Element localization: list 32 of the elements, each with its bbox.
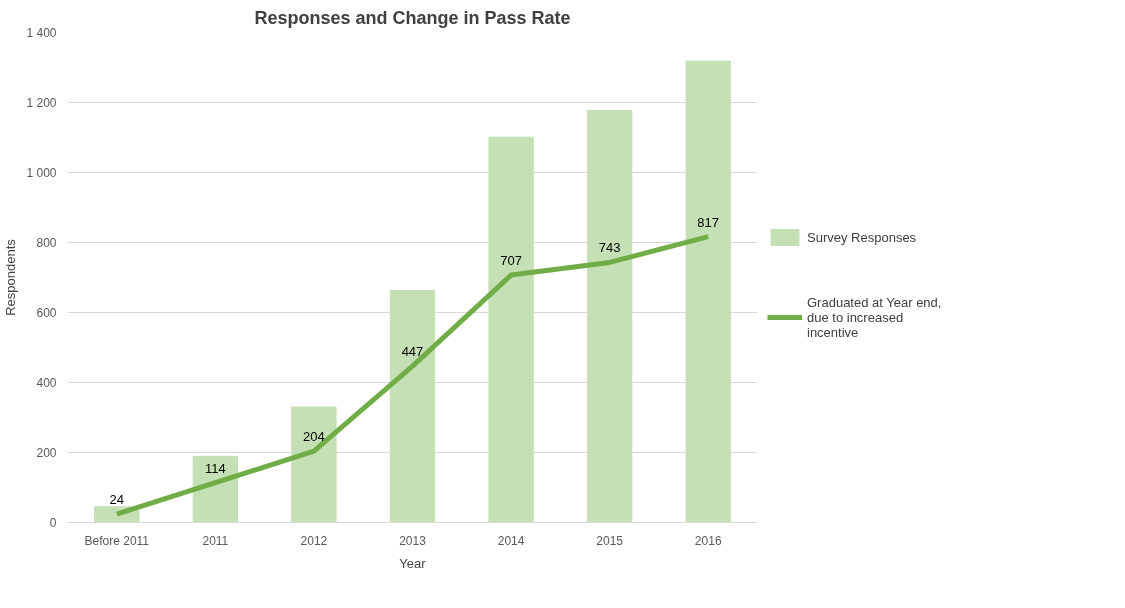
x-tick-label: 2013 [399,533,427,548]
data-label: 204 [303,429,325,445]
bar [488,136,534,523]
x-axis-title: Year [399,555,427,571]
y-axis-title: Respondents [3,238,19,316]
legend-label: Graduated at Year end, due to increased incentive [807,293,942,342]
bar [291,406,337,523]
x-tick-label: 2016 [694,533,722,548]
x-tick-label: 2012 [300,533,328,548]
y-tick-label: 600 [36,305,57,320]
legend-label: Survey Responses [807,228,917,247]
data-label: 447 [401,344,424,360]
bar [389,289,436,523]
bar [685,60,731,523]
bar [586,110,633,523]
y-tick-label: 0 [49,515,57,530]
y-tick-label: 1 000 [26,165,57,180]
x-tick-label: 2015 [596,533,624,548]
x-tick-label: Before 2011 [84,533,150,548]
data-label: 24 [109,492,125,508]
x-tick-label: 2014 [497,533,525,548]
x-tick-label: 2011 [202,533,229,548]
y-tick-label: 400 [36,375,57,390]
y-tick-label: 800 [36,235,57,250]
data-label: 707 [500,253,522,269]
y-tick-label: 1 400 [26,25,57,40]
chart-title: Responses and Change in Pass Rate [254,7,571,28]
y-tick-label: 1 200 [26,95,57,110]
data-label: 114 [204,460,226,476]
y-tick-label: 200 [36,445,57,460]
data-label: 817 [697,214,720,230]
data-label: 743 [598,240,621,256]
